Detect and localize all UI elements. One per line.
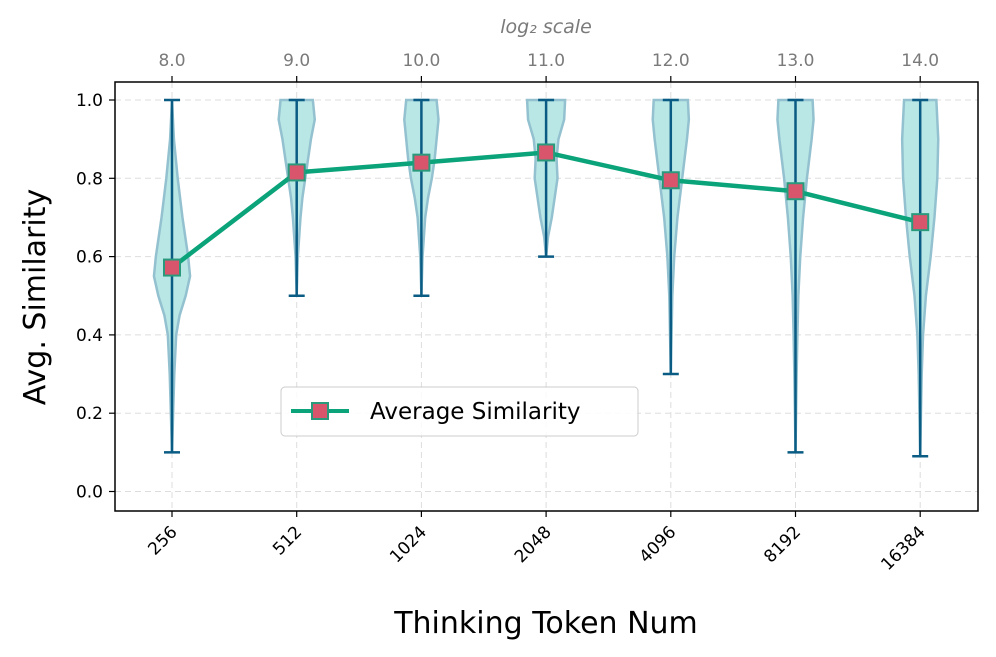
average-markers	[163, 143, 930, 277]
y-tick-label: 0.2	[76, 404, 103, 424]
top-axis-title: log₂ scale	[500, 16, 592, 38]
x-axis-ticks: 256 512 1024 2048 4096 8192 16384	[144, 511, 930, 575]
top-tick-label: 8.0	[158, 51, 185, 71]
legend-label: Average Similarity	[370, 399, 581, 425]
top-tick-label: 13.0	[777, 51, 815, 71]
average-marker-1024	[412, 153, 431, 172]
top-tick-label: 14.0	[901, 51, 939, 71]
y-tick-label: 0.0	[76, 483, 103, 503]
y-tick-label: 0.4	[76, 326, 103, 346]
y-axis-title: Avg. Similarity	[18, 189, 53, 405]
average-marker-512	[287, 163, 306, 182]
x-tick-label: 1024	[386, 522, 431, 567]
x-tick-label: 4096	[636, 522, 681, 567]
average-marker-16384	[911, 213, 930, 232]
legend-marker-swatch	[311, 402, 329, 420]
legend: Average Similarity	[280, 386, 639, 437]
average-marker-8192	[786, 182, 805, 201]
x-tick-label: 256	[144, 522, 181, 559]
top-tick-label: 12.0	[652, 51, 690, 71]
top-tick-label: 9.0	[283, 51, 310, 71]
x-tick-label: 512	[269, 522, 306, 559]
average-marker-2048	[537, 143, 556, 162]
x-tick-label: 8192	[760, 522, 805, 567]
y-tick-label: 0.8	[76, 169, 103, 189]
y-tick-label: 0.6	[76, 248, 103, 268]
average-marker-256	[163, 258, 181, 277]
top-tick-label: 11.0	[527, 51, 565, 71]
x-axis-title: Thinking Token Num	[393, 606, 698, 641]
y-axis-ticks: 0.0 0.2 0.4 0.6 0.8 1.0	[76, 91, 115, 503]
y-tick-label: 1.0	[76, 91, 103, 111]
average-marker-4096	[661, 171, 680, 190]
x-tick-label: 16384	[877, 522, 929, 574]
top-tick-label: 10.0	[402, 51, 440, 71]
legend-box	[280, 386, 639, 437]
top-axis-ticks: 8.0 9.0 10.0 11.0 12.0 13.0 14.0	[158, 51, 939, 82]
whiskers	[164, 98, 929, 458]
x-tick-label: 2048	[511, 522, 556, 567]
